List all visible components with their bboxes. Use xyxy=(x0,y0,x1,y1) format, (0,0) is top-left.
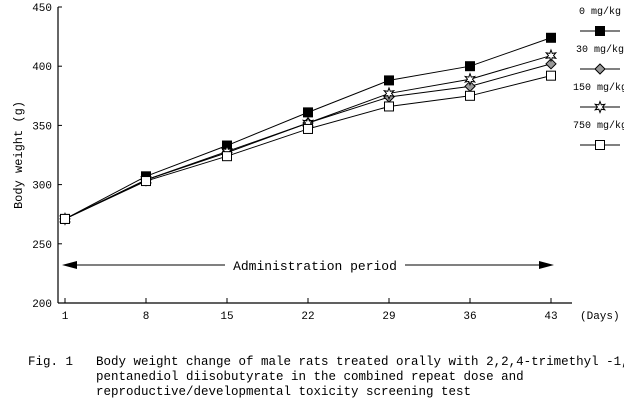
data-point xyxy=(384,101,394,112)
data-point xyxy=(545,58,557,70)
data-point xyxy=(384,75,394,86)
body-weight-chart: 200 250 300 350 400 450 1 8 15 22 29 36 43 (Days) Body… xyxy=(12,3,624,323)
y-tick-label: 300 xyxy=(32,181,52,193)
x-tick-label: 1 xyxy=(62,311,69,323)
x-axis-label: (Days) xyxy=(580,311,620,323)
data-point xyxy=(303,123,313,134)
series-line-1 xyxy=(64,63,552,220)
legend-marker xyxy=(594,63,606,75)
legend-label: 30 mg/kg xyxy=(576,44,624,56)
y-tick-label: 250 xyxy=(32,240,52,252)
series-line-2 xyxy=(64,55,552,220)
y-tick-label: 450 xyxy=(32,3,52,15)
series-line-3 xyxy=(64,75,552,220)
legend-marker xyxy=(593,100,607,114)
x-tick-label: 43 xyxy=(544,311,557,323)
arrow-left-icon xyxy=(62,261,77,269)
data-point xyxy=(465,61,475,72)
caption-label: Fig. 1 xyxy=(28,355,74,369)
data-point xyxy=(141,176,151,187)
legend-label: 750 mg/kg xyxy=(573,120,624,132)
caption-text: Body weight change of male rats treated … xyxy=(96,355,624,399)
period-annotation: Administration period xyxy=(233,259,397,274)
arrow-right-icon xyxy=(539,261,554,269)
y-tick-label: 350 xyxy=(32,121,52,133)
data-point xyxy=(222,151,232,162)
data-point xyxy=(544,48,558,63)
figure-caption: Fig. 1 Body weight change of male rats t… xyxy=(28,355,624,400)
data-point xyxy=(546,32,556,43)
data-point xyxy=(382,86,396,101)
data-point xyxy=(546,70,556,81)
x-tick-label: 15 xyxy=(220,311,233,323)
legend-label: 0 mg/kg xyxy=(579,6,621,18)
data-point xyxy=(60,213,70,224)
x-tick-label: 36 xyxy=(463,311,476,323)
data-point xyxy=(463,72,477,87)
x-tick-label: 8 xyxy=(143,311,150,323)
data-point xyxy=(465,90,475,101)
legend-label: 150 mg/kg xyxy=(573,82,624,94)
y-tick-label: 400 xyxy=(32,62,52,74)
legend-marker xyxy=(595,140,605,150)
y-axis-label: Body weight (g) xyxy=(12,101,26,209)
legend-marker xyxy=(595,26,605,36)
x-tick-label: 22 xyxy=(301,311,314,323)
x-tick-label: 29 xyxy=(382,311,395,323)
y-tick-label: 200 xyxy=(32,299,52,311)
data-point xyxy=(303,107,313,118)
